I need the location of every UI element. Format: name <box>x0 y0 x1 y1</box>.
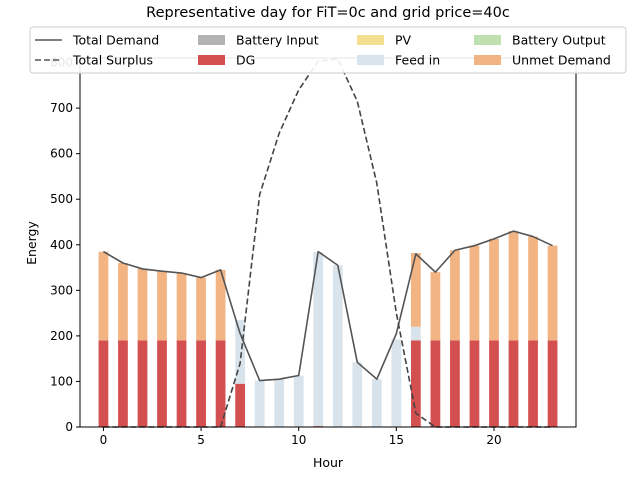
bar-dg <box>430 340 441 427</box>
bar-dg <box>196 340 206 427</box>
bar-dg <box>410 340 421 427</box>
legend-label-total-demand: Total Demand <box>72 33 159 48</box>
y-tick-label: 600 <box>50 147 73 161</box>
bar-dg <box>176 340 187 427</box>
y-tick-label: 0 <box>65 420 73 434</box>
bar-unmet-demand <box>410 252 421 327</box>
bar-unmet-demand <box>176 273 187 341</box>
bar-unmet-demand <box>528 236 538 341</box>
bar-unmet-demand <box>98 251 109 341</box>
y-tick-label: 500 <box>50 192 73 206</box>
bar-dg <box>469 340 480 427</box>
bar-feed-in <box>371 379 382 427</box>
bar-dg <box>157 340 167 427</box>
legend-swatch-battery-output <box>474 35 501 45</box>
bar-unmet-demand <box>547 245 558 341</box>
total-demand-line <box>103 230 553 382</box>
bar-unmet-demand <box>118 263 128 341</box>
bar-dg <box>508 340 519 427</box>
x-axis-label: Hour <box>313 455 344 470</box>
y-tick-label: 100 <box>50 374 73 388</box>
bar-dg <box>98 340 109 427</box>
bar-dg <box>137 340 148 427</box>
bar-unmet-demand <box>430 272 441 341</box>
chart-title: Representative day for FiT=0c and grid p… <box>146 5 510 21</box>
x-tick-label: 20 <box>486 433 501 447</box>
bar-feed-in <box>410 326 421 341</box>
bar-feed-in <box>352 362 363 427</box>
x-tick-label: 15 <box>389 433 404 447</box>
bars-layer <box>98 231 558 427</box>
bar-unmet-demand <box>196 277 206 341</box>
bar-unmet-demand <box>137 268 148 341</box>
legend-label-feed-in: Feed in <box>395 53 440 68</box>
legend-label-total-surplus: Total Surplus <box>72 53 153 68</box>
legend-swatch-dg <box>198 55 225 65</box>
legend-swatch-battery-input <box>198 35 225 45</box>
total-surplus-line <box>103 58 553 428</box>
plot-frame <box>79 57 577 428</box>
bar-feed-in <box>274 379 285 427</box>
legend-label-battery-output: Battery Output <box>512 33 606 48</box>
bar-unmet-demand <box>489 238 499 341</box>
bar-unmet-demand <box>469 245 480 341</box>
legend-swatch-pv <box>357 35 384 45</box>
x-tick-label: 0 <box>100 433 108 447</box>
legend: Total Demand Battery Input PV Battery Outpu… <box>29 26 627 74</box>
legend-label-unmet-demand: Unmet Demand <box>512 53 611 68</box>
y-axis-label: Energy <box>24 221 39 265</box>
bar-unmet-demand <box>450 250 460 341</box>
bar-feed-in <box>391 339 402 427</box>
bar-dg <box>118 340 128 427</box>
bar-dg <box>450 340 460 427</box>
axis-ticks: 051015200100200300400500600700800 <box>50 56 502 447</box>
y-tick-label: 400 <box>50 238 73 252</box>
bar-feed-in <box>235 319 246 384</box>
y-tick-label: 200 <box>50 329 73 343</box>
bar-dg <box>547 340 558 427</box>
bar-unmet-demand <box>215 269 226 341</box>
y-tick-label: 300 <box>50 283 73 297</box>
x-tick-label: 5 <box>197 433 205 447</box>
lines-layer <box>103 58 553 428</box>
bar-feed-in <box>293 375 304 427</box>
bar-dg <box>528 340 538 427</box>
bar-dg <box>489 340 499 427</box>
bar-feed-in <box>254 380 265 427</box>
legend-swatch-feed-in <box>357 55 384 65</box>
bar-feed-in <box>332 265 343 427</box>
bar-unmet-demand <box>508 231 519 341</box>
legend-label-battery-input: Battery Input <box>236 33 319 48</box>
legend-label-dg: DG <box>236 53 255 68</box>
legend-label-pv: PV <box>395 33 412 48</box>
bar-unmet-demand <box>157 271 167 341</box>
bar-feed-in <box>313 252 324 427</box>
bar-dg <box>215 340 226 427</box>
legend-swatch-unmet-demand <box>474 55 501 65</box>
x-tick-label: 10 <box>291 433 306 447</box>
bar-dg <box>235 383 246 427</box>
y-tick-label: 700 <box>50 101 73 115</box>
